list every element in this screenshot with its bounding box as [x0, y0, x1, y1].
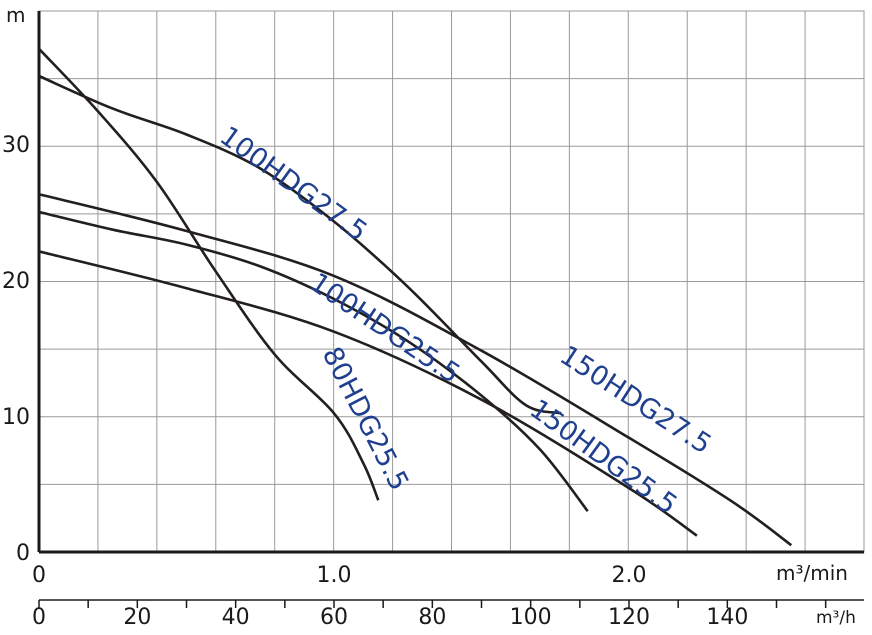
x-axis-unit-secondary: m³/h — [816, 608, 856, 628]
x-tick-label: 2.0 — [612, 563, 647, 588]
x-axis-unit-primary: m³/min — [776, 561, 848, 585]
x2-tick-label: 140 — [706, 605, 748, 630]
x2-tick-label: 40 — [222, 605, 250, 630]
curve-100hdg27-5 — [38, 74, 562, 415]
y-tick-label: 20 — [2, 269, 30, 294]
axes: 0 1.0 2.0 0 20 40 60 80 100 120 140 0 10 20 30 — [2, 11, 864, 630]
x-tick-label: 1.0 — [317, 563, 352, 588]
x2-tick-label: 100 — [510, 605, 552, 630]
curves — [38, 47, 793, 547]
curve-80hdg25-5 — [38, 47, 380, 501]
x2-tick-label: 80 — [418, 605, 446, 630]
x2-tick-label: 60 — [320, 605, 348, 630]
curve-100hdg25-5 — [38, 210, 589, 512]
labels: 100HDG27.5100HDG25.5150HDG27.5150HDG25.5… — [214, 121, 717, 521]
y-tick-label: 0 — [16, 541, 30, 566]
grid — [39, 11, 864, 552]
curve-150hdg27-5 — [38, 193, 793, 547]
y-axis-unit: m — [6, 3, 25, 27]
series-label-100hdg27-5: 100HDG27.5 — [214, 121, 373, 248]
x2-tick-label: 0 — [32, 605, 46, 630]
curve-150hdg25-5 — [38, 250, 698, 537]
series-label-80hdg25-5: 80HDG25.5 — [316, 342, 415, 496]
y-tick-label: 10 — [2, 405, 30, 430]
x2-tick-label: 120 — [608, 605, 650, 630]
x2-tick-label: 20 — [123, 605, 151, 630]
y-tick-label: 30 — [2, 133, 30, 158]
x-tick-label: 0 — [32, 563, 46, 588]
